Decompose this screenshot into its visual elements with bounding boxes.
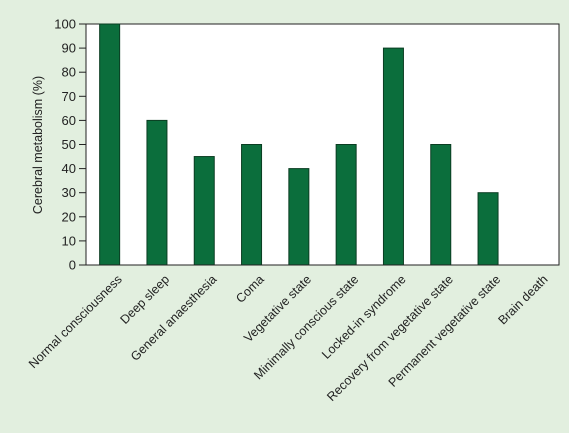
bar: [241, 144, 263, 266]
x-tick-label: Coma: [233, 272, 267, 306]
y-tick-label: 70: [62, 89, 76, 104]
y-tick-label: 20: [62, 209, 76, 224]
x-tick-label: Locked-in syndrome: [319, 272, 409, 362]
y-tick-label: 60: [62, 113, 76, 128]
bar: [99, 23, 121, 266]
x-tick-label: General anaesthesia: [128, 272, 220, 364]
bar: [146, 119, 168, 266]
y-tick-label: 40: [62, 161, 76, 176]
y-tick-label: 100: [54, 17, 76, 32]
y-axis-title: Cerebral metabolism (%): [31, 76, 45, 214]
x-tick-label: Normal consciousness: [26, 272, 125, 371]
y-tick-label: 90: [62, 41, 76, 56]
bar: [288, 168, 310, 266]
bar: [430, 144, 452, 266]
bar: [193, 156, 215, 266]
y-ticks: 0 10 20 30 40 50 60 70 80 90 100: [54, 17, 86, 273]
bar: [477, 192, 499, 266]
y-tick-label: 80: [62, 65, 76, 80]
y-tick-label: 50: [62, 137, 76, 152]
bar: [382, 47, 404, 266]
bar: [335, 144, 357, 266]
x-tick-label: Brain death: [495, 272, 550, 327]
y-tick-label: 0: [69, 258, 76, 273]
y-tick-label: 30: [62, 185, 76, 200]
y-tick-label: 10: [62, 233, 76, 248]
bars: [99, 23, 499, 266]
